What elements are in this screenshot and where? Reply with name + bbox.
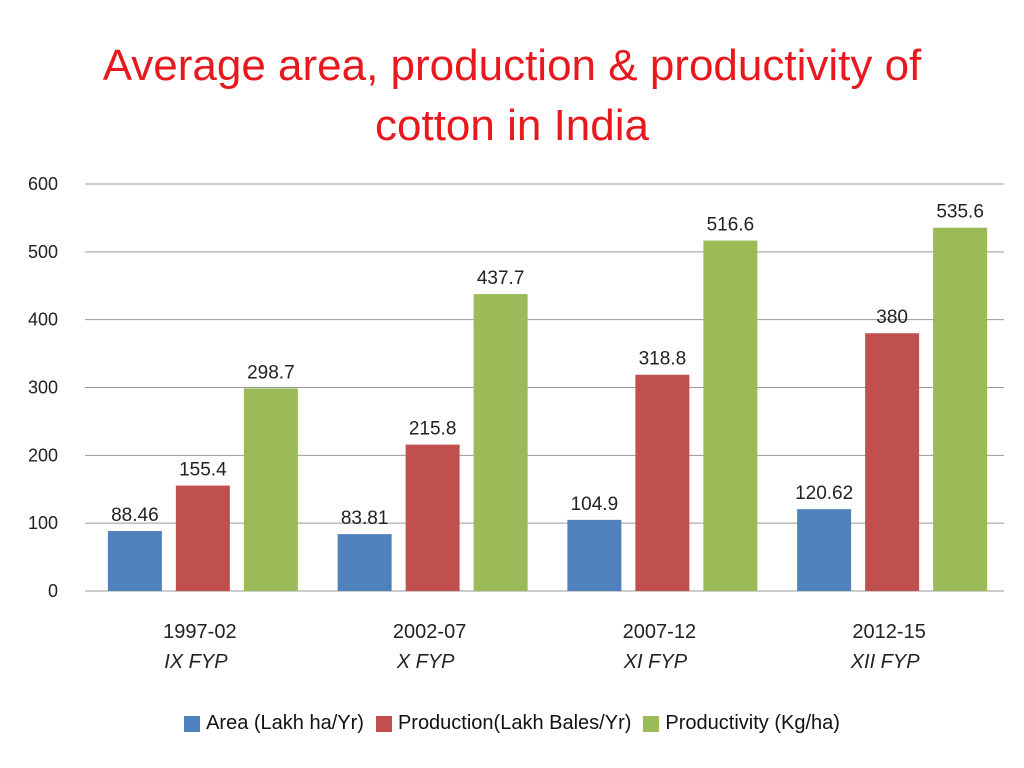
bar xyxy=(635,374,690,591)
chart-title: Average area, production & productivity … xyxy=(0,36,1024,156)
data-label: 535.6 xyxy=(936,202,984,223)
bar xyxy=(703,240,758,591)
data-label: 298.7 xyxy=(247,362,295,383)
chart-title-line-1: Average area, production & productivity … xyxy=(102,41,922,90)
data-label: 120.62 xyxy=(795,483,853,504)
data-label: 215.8 xyxy=(409,419,457,440)
legend-swatch-productivity xyxy=(643,715,660,732)
x-tick-label: 2002-07 xyxy=(393,621,466,643)
data-label: 88.46 xyxy=(111,505,159,526)
bar xyxy=(243,388,298,591)
legend-item-area: Area (Lakh ha/Yr) xyxy=(184,712,364,735)
data-label: 83.81 xyxy=(341,508,389,529)
chart-legend: Area (Lakh ha/Yr) Production(Lakh Bales/… xyxy=(0,712,1024,735)
x-tick-sublabel: XII FYP xyxy=(850,651,921,673)
chart-title-line-2: cotton in India xyxy=(375,101,649,150)
bar xyxy=(175,485,230,591)
legend-label-area: Area (Lakh ha/Yr) xyxy=(206,712,364,734)
legend-label-production: Production(Lakh Bales/Yr) xyxy=(397,712,632,734)
data-label: 516.6 xyxy=(707,215,755,236)
y-tick-label: 100 xyxy=(28,513,58,533)
legend-swatch-area xyxy=(184,715,201,732)
data-label: 318.8 xyxy=(639,349,687,370)
data-label: 155.4 xyxy=(179,460,227,481)
x-tick-sublabel: XI FYP xyxy=(623,651,688,673)
y-tick-label: 0 xyxy=(48,581,58,601)
x-tick-label: 2012-15 xyxy=(852,621,925,643)
y-tick-label: 500 xyxy=(28,242,58,262)
data-label: 437.7 xyxy=(477,268,525,289)
legend-swatch-production xyxy=(375,715,392,732)
bar-chart: 0 100 200 300 400 500 600 88.46 155.4 298.7 1997-0… xyxy=(28,174,1004,673)
bar xyxy=(797,509,852,591)
legend-label-productivity: Productivity (Kg/ha) xyxy=(665,712,840,734)
y-tick-label: 400 xyxy=(28,310,58,330)
x-tick-sublabel: X FYP xyxy=(396,651,455,673)
data-label: 104.9 xyxy=(571,494,619,515)
y-tick-label: 300 xyxy=(28,378,58,398)
bar xyxy=(405,444,460,591)
y-tick-label: 600 xyxy=(28,174,58,194)
bar xyxy=(107,530,162,591)
x-tick-sublabel: IX FYP xyxy=(164,651,228,673)
legend-item-production: Production(Lakh Bales/Yr) xyxy=(375,712,632,735)
y-tick-label: 200 xyxy=(28,445,58,465)
bar xyxy=(473,294,528,591)
legend-item-productivity: Productivity (Kg/ha) xyxy=(643,712,840,735)
x-tick-label: 1997-02 xyxy=(163,621,236,643)
bar xyxy=(337,534,392,591)
bar xyxy=(865,333,920,591)
data-label: 380 xyxy=(876,307,908,328)
bar xyxy=(933,227,988,591)
bar xyxy=(567,519,622,591)
x-tick-label: 2007-12 xyxy=(623,621,696,643)
